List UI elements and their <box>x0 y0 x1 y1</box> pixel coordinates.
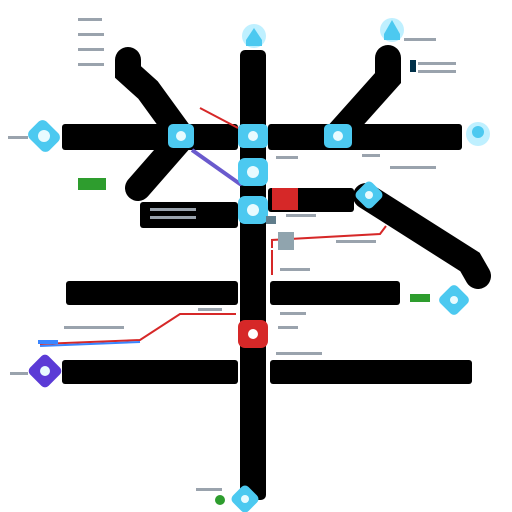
tag-red-mid <box>272 188 298 210</box>
node-right[interactable] <box>466 122 490 146</box>
label-line <box>390 166 436 169</box>
route-horizontal-top-right <box>268 124 462 150</box>
node-purple[interactable] <box>27 353 64 390</box>
label-line <box>8 136 28 139</box>
route-horizontal-bottom-left <box>62 360 238 384</box>
label-line <box>276 156 298 159</box>
route-horizontal-mid-left <box>140 202 238 228</box>
connector-red-right <box>271 225 387 248</box>
droplet-icon <box>247 204 259 216</box>
tag-green-right <box>410 294 430 302</box>
leaf-icon <box>215 495 225 505</box>
label-line <box>64 326 124 329</box>
node-right-mid[interactable] <box>353 179 384 210</box>
label-line <box>150 216 196 219</box>
label-line <box>78 63 104 66</box>
nodes <box>26 18 490 512</box>
node-mid-3[interactable] <box>324 124 352 148</box>
route-diagonal-lower-right <box>353 183 491 289</box>
droplet-icon <box>248 131 258 141</box>
node-red[interactable] <box>238 320 268 348</box>
label-line <box>286 214 316 217</box>
route-diagonals <box>115 45 491 289</box>
route-horizontal-lower-right <box>270 281 400 305</box>
label-line <box>196 488 222 491</box>
grid-icon <box>278 232 294 250</box>
node-bottom[interactable] <box>229 483 260 512</box>
route-horizontal-bottom-right <box>270 360 472 384</box>
label-line <box>362 154 380 157</box>
label-line <box>10 372 28 375</box>
node-mid-1[interactable] <box>168 124 194 148</box>
connector-blue-left <box>39 341 141 347</box>
node-top-right[interactable] <box>380 18 404 42</box>
label-line <box>280 312 306 315</box>
device-icon <box>410 60 416 72</box>
house-icon <box>384 20 400 40</box>
tag-blue-left <box>38 340 58 344</box>
label-line <box>418 70 456 73</box>
node-left[interactable] <box>26 118 63 155</box>
route-horizontal-lower-left <box>66 281 238 305</box>
alert-icon <box>248 329 258 339</box>
label-line <box>78 33 104 36</box>
droplet-icon <box>241 495 249 503</box>
label-line <box>278 326 298 329</box>
label-line <box>198 308 222 311</box>
gear-icon <box>38 130 50 142</box>
label-line <box>276 352 322 355</box>
node-top-center[interactable] <box>242 24 266 48</box>
droplet-icon <box>176 131 186 141</box>
connector-red-upper <box>199 107 239 129</box>
label-line <box>404 38 436 41</box>
node-right-low[interactable] <box>437 283 471 317</box>
label-line <box>280 268 310 271</box>
route-lines <box>62 50 472 500</box>
droplet-icon <box>40 366 50 376</box>
route-horizontal-top-left <box>62 124 238 150</box>
label-line <box>78 48 104 51</box>
label-line <box>150 208 196 211</box>
label-line <box>78 18 102 21</box>
droplet-icon <box>365 191 373 199</box>
grid-icon <box>266 216 276 224</box>
node-mid-2[interactable] <box>238 124 268 148</box>
droplet-icon <box>247 166 259 178</box>
droplet-icon <box>333 131 343 141</box>
label-line <box>336 240 376 243</box>
label-placeholders <box>8 18 456 491</box>
small-icons <box>215 60 416 505</box>
label-line <box>418 62 456 65</box>
tag-green-left <box>78 178 106 190</box>
node-center[interactable] <box>238 158 268 186</box>
route-diagonal-upper-right <box>325 45 401 147</box>
person-icon <box>472 126 484 138</box>
tags <box>38 178 430 344</box>
house-icon <box>246 28 262 46</box>
node-center-2[interactable] <box>238 196 268 224</box>
connector-red-left <box>39 313 236 345</box>
route-diagonal-upper-left <box>115 47 193 147</box>
droplet-icon <box>450 296 458 304</box>
route-vertical-main <box>240 50 266 500</box>
